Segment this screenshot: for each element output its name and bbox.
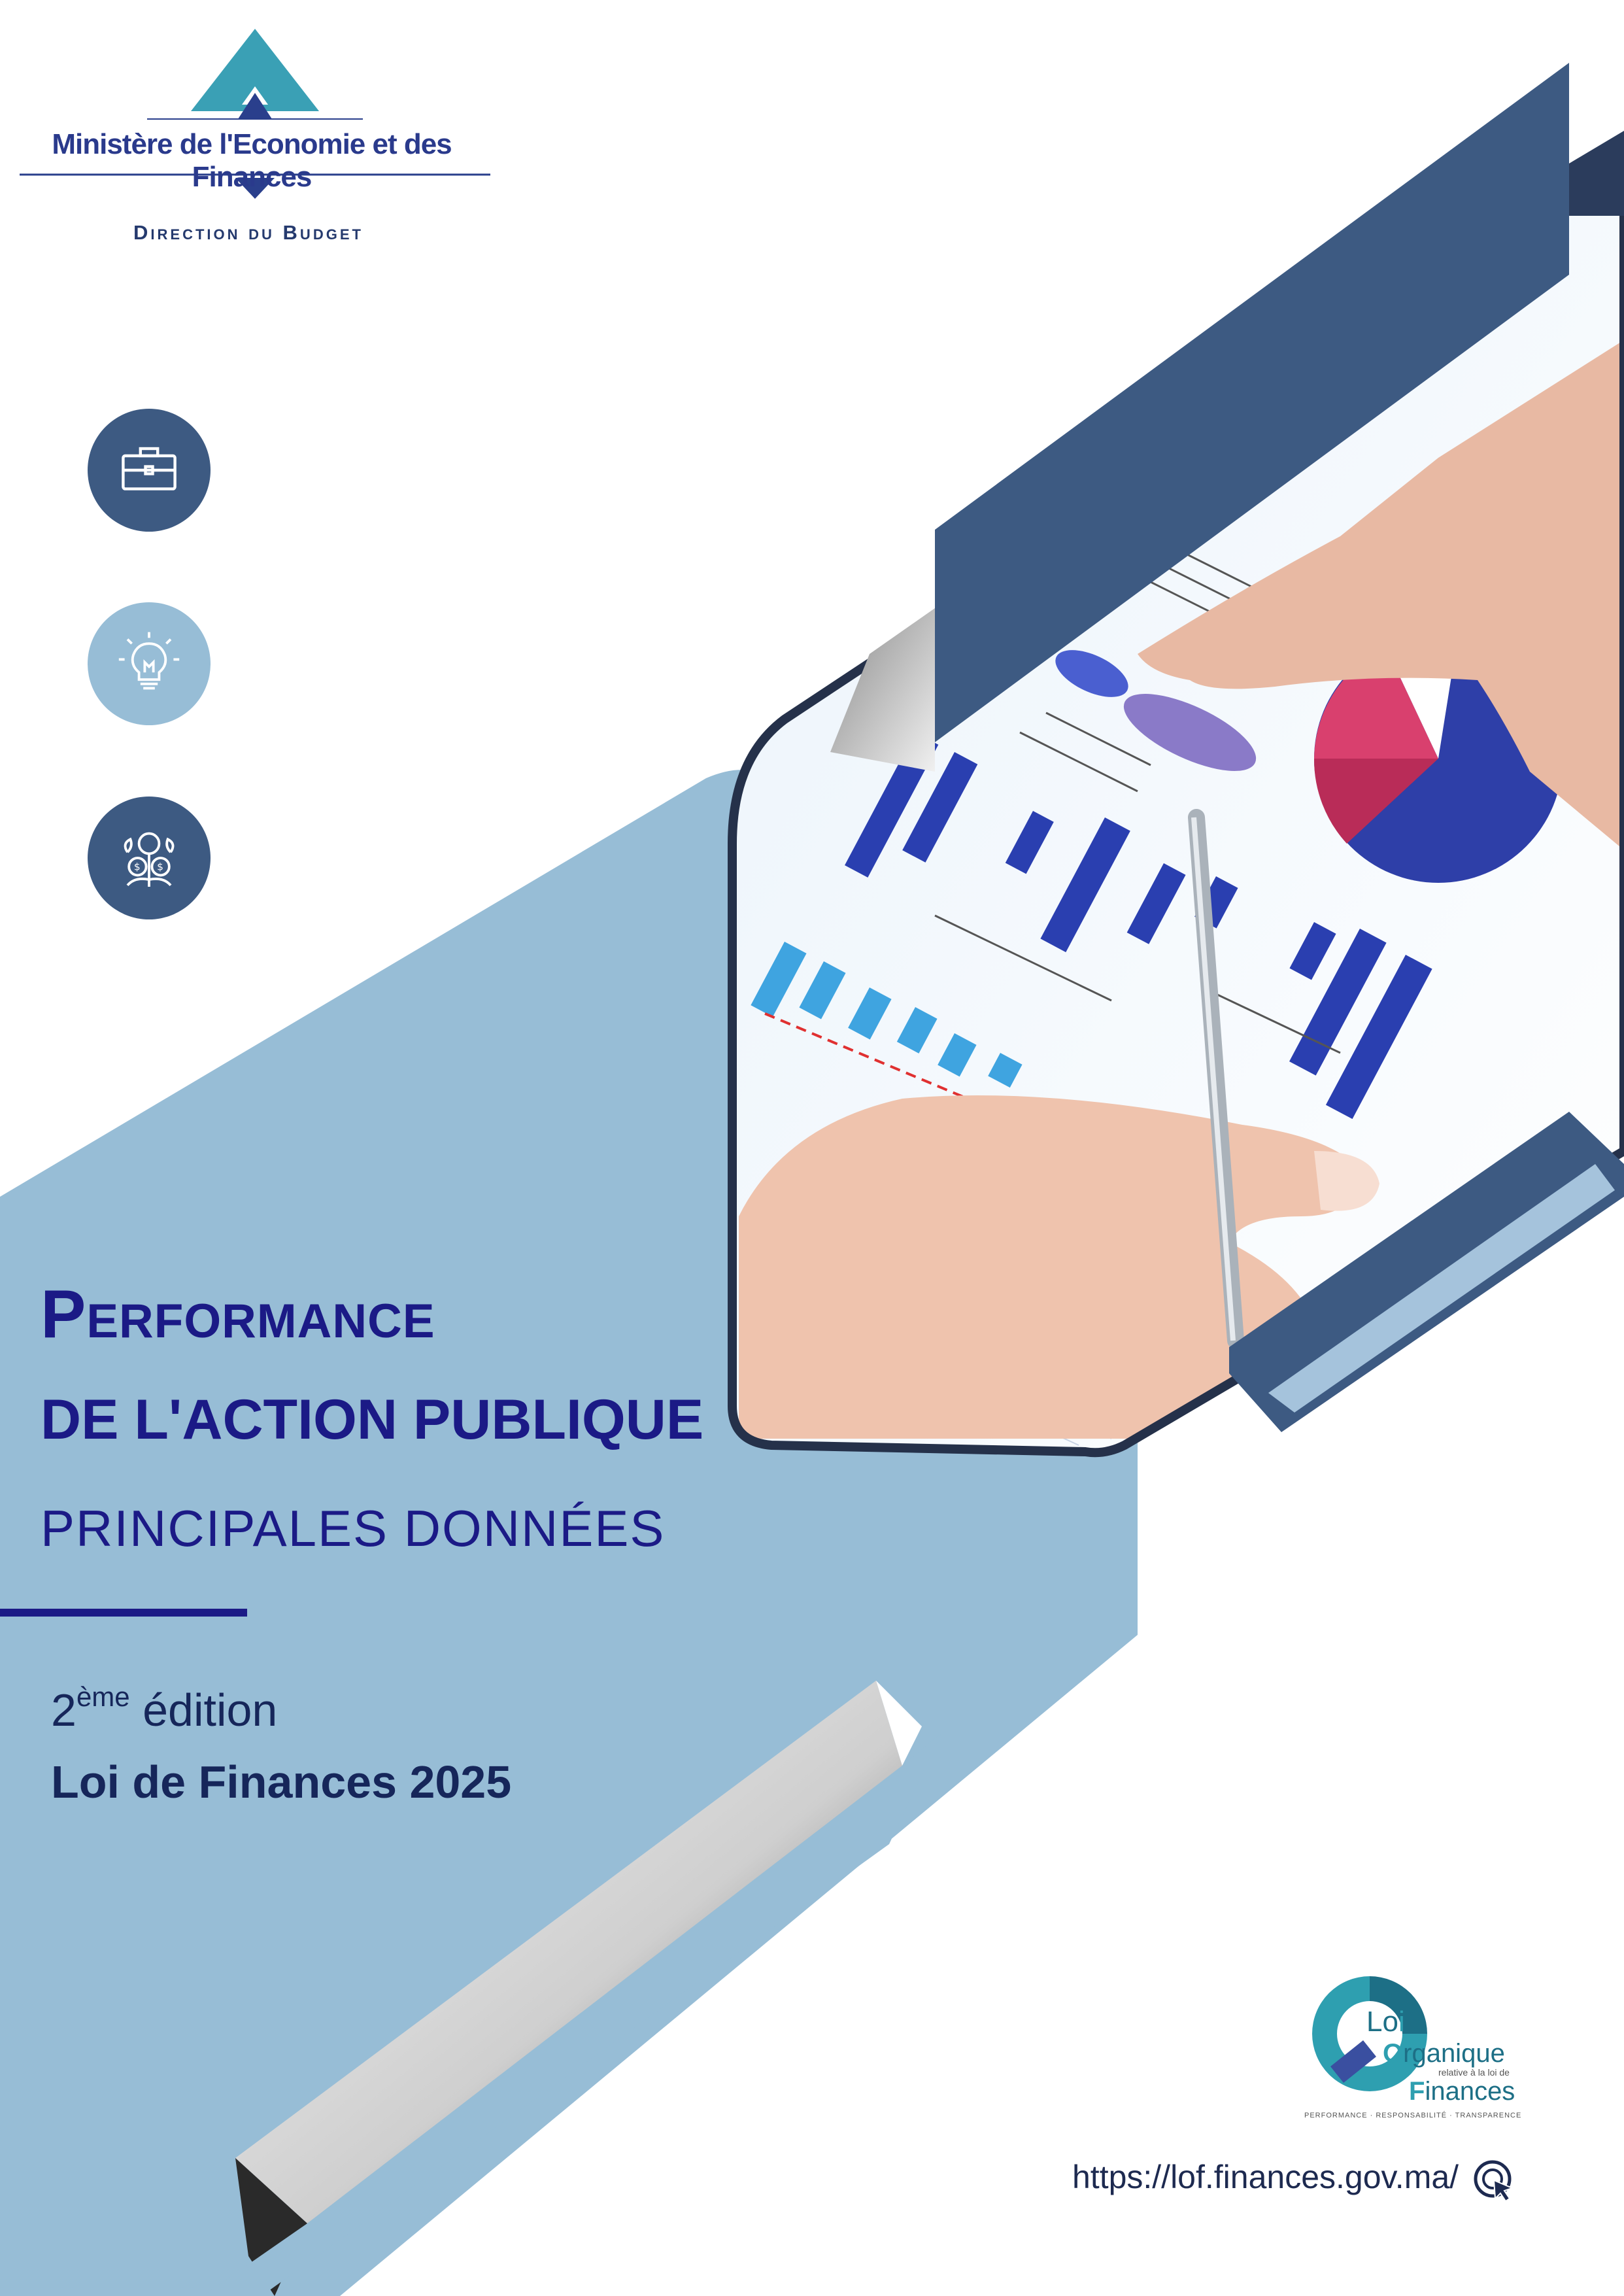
ministry-logo xyxy=(20,29,490,199)
title-line-2: DE L'ACTION PUBLIQUE xyxy=(41,1388,704,1451)
subtitle: PRINCIPALES DONNÉES xyxy=(41,1499,666,1557)
website-link[interactable]: https://lof.finances.gov.ma/ xyxy=(1072,2157,1517,2202)
lof-tagline: PERFORMANCE · RESPONSABILITÉ · TRANSPARE… xyxy=(1304,2112,1522,2119)
svg-text:$: $ xyxy=(134,861,141,873)
cursor-click-icon xyxy=(1474,2160,1514,2202)
lof-logo: Loi Organique relative à la loi de Finan… xyxy=(1304,1968,1533,2125)
finance-law-label: Loi de Finances 2025 xyxy=(51,1756,512,1808)
lof-lo: Lo xyxy=(1366,2006,1398,2038)
silver-ribbon xyxy=(235,1681,902,2223)
edition-label: 2ème édition xyxy=(51,1683,278,1736)
navy-ribbon-top xyxy=(935,63,1569,742)
briefcase-icon xyxy=(88,409,211,532)
direction-name: Direction du Budget xyxy=(133,221,364,244)
money-plant-icon: $ $ xyxy=(88,797,211,919)
lof-organique: rganique xyxy=(1403,2039,1505,2068)
website-url[interactable]: https://lof.finances.gov.ma/ xyxy=(1072,2159,1459,2196)
lof-relative: relative à la loi de xyxy=(1438,2067,1510,2078)
title-line-1: Performance xyxy=(41,1277,435,1352)
edition-number: 2 xyxy=(51,1685,76,1736)
lightbulb-icon xyxy=(88,602,211,725)
lof-finances: inances xyxy=(1425,2077,1515,2106)
svg-text:$: $ xyxy=(157,861,163,873)
lof-i: i xyxy=(1398,2006,1405,2038)
ministry-name: Ministère de l'Economie et des Finances xyxy=(52,128,452,193)
edition-word: édition xyxy=(129,1685,278,1736)
title-divider xyxy=(0,1609,247,1617)
edition-suffix: ème xyxy=(76,1681,130,1712)
lof-emblem xyxy=(1312,1976,1427,2091)
